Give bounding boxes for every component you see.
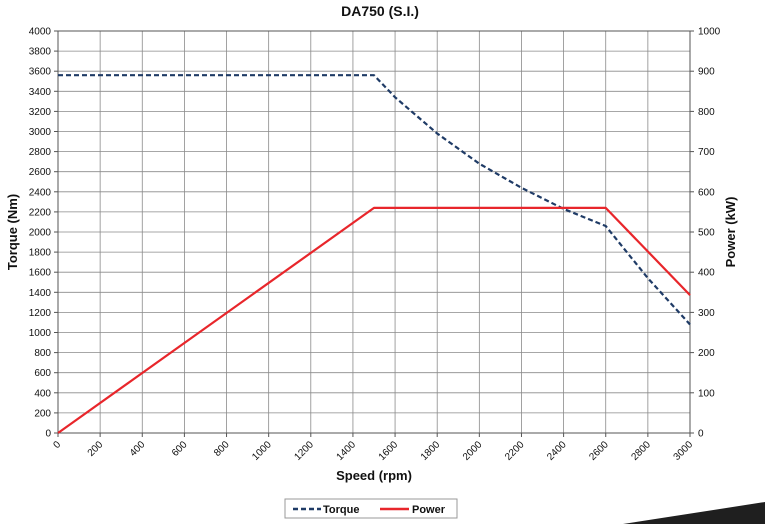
y-right-tick-label: 500	[698, 228, 715, 239]
y-left-tick-label: 2200	[29, 207, 52, 218]
y-right-tick-label: 1000	[698, 27, 721, 38]
y-left-axis-title: Torque (Nm)	[5, 194, 20, 270]
y-left-tick-label: 800	[34, 348, 51, 359]
y-left-tick-label: 2000	[29, 228, 52, 239]
y-left-tick-label: 3400	[29, 87, 52, 98]
legend-torque-label: Torque	[323, 504, 359, 516]
series-layer	[57, 74, 691, 434]
y-right-tick-label: 700	[698, 147, 715, 158]
corner-decoration	[623, 502, 765, 524]
x-tick-label: 1200	[292, 439, 316, 463]
x-tick-label: 200	[86, 439, 106, 459]
legend-box	[284, 498, 458, 519]
y-left-tick-label: 3800	[29, 47, 52, 58]
y-left-tick-label: 200	[34, 408, 51, 419]
y-right-tick-label: 400	[698, 268, 715, 279]
x-tick-label: 1600	[377, 439, 401, 463]
y-left-tick-label: 1400	[29, 288, 52, 299]
y-left-axis-ticks: 0 200 400 600 800 1000 1200 1400 1600 1800 2000 220…	[29, 27, 58, 440]
y-right-tick-label: 300	[698, 308, 715, 319]
legend-power-label: Power	[412, 504, 446, 516]
x-tick-label: 2600	[587, 439, 611, 463]
y-left-tick-label: 600	[34, 368, 51, 379]
y-right-tick-label: 100	[698, 388, 715, 399]
y-right-tick-label: 200	[698, 348, 715, 359]
x-tick-label: 400	[128, 439, 148, 459]
x-tick-label: 1400	[335, 439, 359, 463]
y-right-tick-label: 600	[698, 187, 715, 198]
x-axis-ticks: 0 200 400 600 800 1000 1200 1400 1600 1800 2000 220…	[51, 433, 695, 463]
y-left-tick-label: 3000	[29, 127, 52, 138]
x-tick-label: 3000	[672, 439, 696, 463]
x-tick-label: 0	[51, 439, 63, 451]
y-right-tick-label: 800	[698, 107, 715, 118]
y-left-tick-label: 400	[34, 388, 51, 399]
y-left-tick-label: 2800	[29, 147, 52, 158]
x-tick-label: 1800	[419, 439, 443, 463]
y-left-tick-label: 1800	[29, 248, 52, 259]
y-left-tick-label: 2400	[29, 187, 52, 198]
y-right-axis-ticks: 0 100 200 300 400 500 600 700 800 900 1000	[690, 27, 721, 440]
y-left-tick-label: 1200	[29, 308, 52, 319]
series-power-line	[57, 206, 691, 434]
y-right-axis-title: Power (kW)	[723, 197, 738, 268]
y-left-tick-label: 3600	[29, 67, 52, 78]
y-left-tick-label: 1000	[29, 328, 52, 339]
y-right-tick-label: 900	[698, 67, 715, 78]
y-left-tick-label: 4000	[29, 27, 52, 38]
grid	[57, 30, 691, 434]
chart-title: DA750 (S.I.)	[341, 3, 419, 19]
x-tick-label: 600	[170, 439, 190, 459]
legend: Torque Power	[284, 498, 458, 519]
x-tick-label: 2000	[461, 439, 485, 463]
x-tick-label: 800	[212, 439, 232, 459]
x-tick-label: 2400	[545, 439, 569, 463]
y-left-tick-label: 0	[45, 429, 51, 440]
y-right-tick-label: 0	[698, 429, 704, 440]
x-tick-label: 1000	[250, 439, 274, 463]
y-left-tick-label: 3200	[29, 107, 52, 118]
x-axis-title: Speed (rpm)	[336, 468, 412, 483]
x-tick-label: 2200	[503, 439, 527, 463]
y-left-tick-label: 2600	[29, 167, 52, 178]
x-tick-label: 2800	[629, 439, 653, 463]
y-left-tick-label: 1600	[29, 268, 52, 279]
series-torque-line	[58, 74, 691, 326]
